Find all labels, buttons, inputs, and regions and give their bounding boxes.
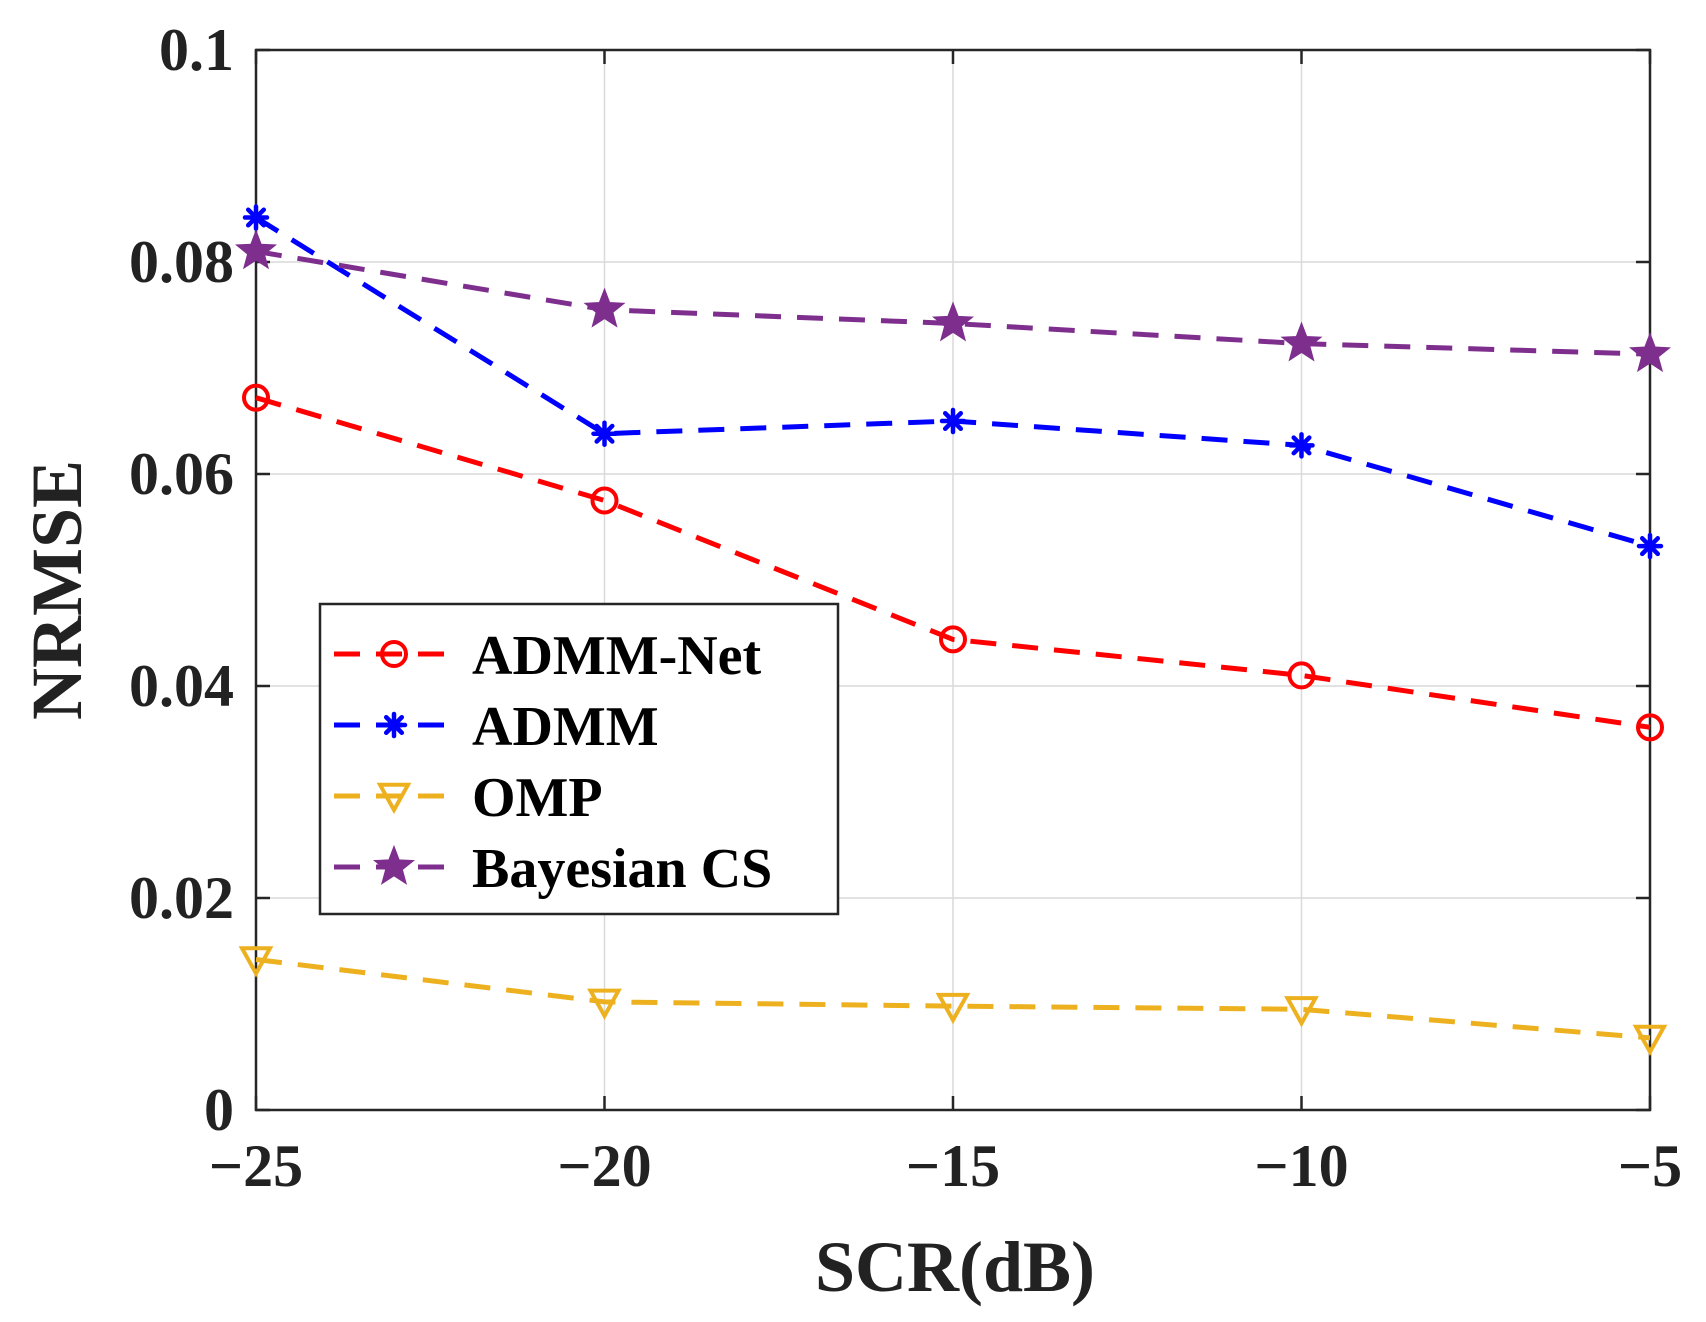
- data-point-marker-stroke: [1639, 536, 1661, 557]
- legend-marker: [376, 782, 412, 815]
- data-point-marker-stroke: [942, 410, 964, 432]
- legend: ADMM-Net ADMM OMP Bayesian CS: [318, 602, 840, 916]
- legend-label: ADMM: [472, 696, 659, 758]
- legend-marker: [380, 711, 408, 739]
- legend-marker-stroke: [383, 714, 405, 736]
- tick-labels: −25 −20 −15 −10 −5 0 0.02 0.04 0.06 0.08 0.1: [129, 17, 1682, 1199]
- legend-item: Bayesian CS: [334, 838, 772, 900]
- data-point-marker: [1287, 661, 1316, 690]
- x-tick-label: −15: [906, 1133, 1000, 1199]
- y-tick-label: 0: [204, 1077, 234, 1143]
- data-point-marker: [939, 625, 967, 654]
- x-tick-label: −5: [1618, 1133, 1682, 1199]
- x-tick-label: −25: [209, 1133, 303, 1199]
- data-point-marker: [1636, 713, 1664, 742]
- y-tick-label: 0.08: [129, 229, 234, 295]
- legend-label: Bayesian CS: [472, 838, 772, 900]
- legend-item: ADMM-Net: [334, 625, 762, 687]
- series-line: [255, 248, 1651, 357]
- y-tick-label: 0.06: [129, 441, 234, 507]
- data-point-marker: [1636, 532, 1664, 560]
- series-omp: [238, 946, 1668, 1057]
- data-series: [234, 204, 1672, 1057]
- y-tick-label: 0.02: [129, 865, 234, 931]
- data-point-marker: [931, 301, 975, 342]
- y-axis-title: NRMSE: [17, 460, 97, 720]
- data-point-marker: [1280, 321, 1323, 362]
- data-point-marker: [939, 407, 967, 435]
- legend-label: ADMM-Net: [472, 625, 762, 687]
- data-point-marker: [242, 204, 270, 231]
- legend-label: OMP: [472, 767, 603, 829]
- series-line: [255, 395, 1651, 730]
- data-point-marker: [1628, 332, 1672, 373]
- data-point-marker: [1288, 432, 1315, 459]
- data-point-marker-stroke: [1291, 435, 1312, 456]
- legend-item: ADMM: [334, 696, 659, 758]
- x-tick-label: −10: [1254, 1133, 1348, 1199]
- data-point-marker: [587, 988, 622, 1020]
- legend-marker: [372, 844, 416, 885]
- data-point-marker: [583, 287, 626, 328]
- y-tick-label: 0.1: [159, 17, 234, 83]
- axes: [254, 48, 1652, 1112]
- legend-marker: [380, 640, 408, 668]
- data-point-marker: [1632, 1024, 1668, 1057]
- data-point-marker: [591, 420, 618, 447]
- data-point-marker-stroke: [594, 423, 615, 444]
- series-admm: [242, 204, 1664, 560]
- series-bayesian-cs: [234, 229, 1672, 373]
- y-tick-label: 0.04: [129, 653, 234, 719]
- data-point-marker: [234, 229, 278, 270]
- x-axis-title: SCR(dB): [815, 1227, 1095, 1307]
- data-point-marker-stroke: [245, 207, 267, 228]
- data-point-marker: [935, 992, 971, 1025]
- x-tick-label: −20: [557, 1133, 651, 1199]
- series-admm-net: [242, 383, 1664, 742]
- data-point-marker: [1284, 996, 1319, 1028]
- data-point-marker: [238, 946, 274, 978]
- series-line: [255, 957, 1651, 1041]
- data-point-marker: [590, 486, 619, 515]
- data-point-marker: [242, 383, 270, 412]
- legend-item: OMP: [334, 767, 603, 829]
